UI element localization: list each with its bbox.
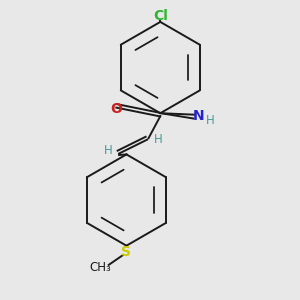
- Text: CH₃: CH₃: [89, 261, 111, 274]
- Text: H: H: [206, 114, 214, 127]
- Text: H: H: [104, 144, 113, 157]
- Text: H: H: [154, 133, 163, 146]
- Text: S: S: [122, 244, 131, 259]
- Text: O: O: [110, 102, 122, 116]
- Text: N: N: [193, 109, 204, 123]
- Text: Cl: Cl: [153, 9, 168, 23]
